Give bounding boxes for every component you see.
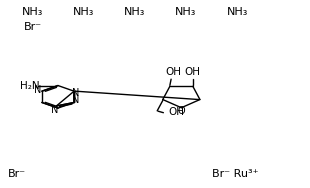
Text: NH₃: NH₃ [22,7,43,17]
Text: Br⁻ Ru³⁺: Br⁻ Ru³⁺ [212,169,259,179]
Text: NH₃: NH₃ [227,7,248,17]
Text: N: N [72,88,79,98]
Text: OH: OH [185,67,201,77]
Text: Br⁻: Br⁻ [8,169,26,179]
Text: NH₃: NH₃ [175,7,197,17]
Text: Br⁻: Br⁻ [24,22,42,32]
Text: N: N [72,95,79,105]
Text: N: N [34,85,42,95]
Text: H₂N: H₂N [20,80,40,91]
Text: OH: OH [168,107,184,117]
Text: NH₃: NH₃ [124,7,145,17]
Text: NH₃: NH₃ [73,7,94,17]
Text: N: N [51,105,59,115]
Text: OH: OH [166,67,182,77]
Text: O: O [178,106,185,116]
